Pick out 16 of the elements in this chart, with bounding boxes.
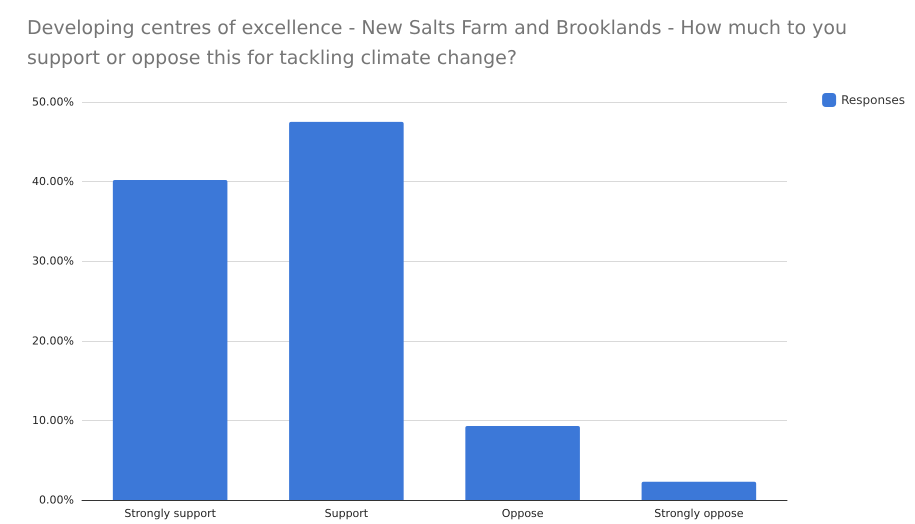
y-tick-label: 50.00% xyxy=(32,96,74,108)
y-tick-label: 30.00% xyxy=(32,254,74,268)
x-tick-label: Oppose xyxy=(502,507,544,520)
bar xyxy=(465,426,580,500)
y-tick-label: 40.00% xyxy=(32,175,74,188)
legend-label: Responses xyxy=(841,93,906,107)
chart-title: Developing centres of excellence - New Salts Farm and Brooklands - How much to you support or oppose this for tackling climate change? xyxy=(27,17,854,69)
y-tick-label: 10.00% xyxy=(32,414,74,427)
y-tick-label: 0.00% xyxy=(39,494,74,506)
bar xyxy=(289,122,404,500)
x-tick-label: Strongly oppose xyxy=(654,507,744,520)
x-tick-label: Support xyxy=(324,507,369,520)
bar xyxy=(642,482,756,500)
y-tick-label: 20.00% xyxy=(32,334,74,348)
x-tick-label: Strongly support xyxy=(124,507,217,520)
bar xyxy=(112,180,228,500)
